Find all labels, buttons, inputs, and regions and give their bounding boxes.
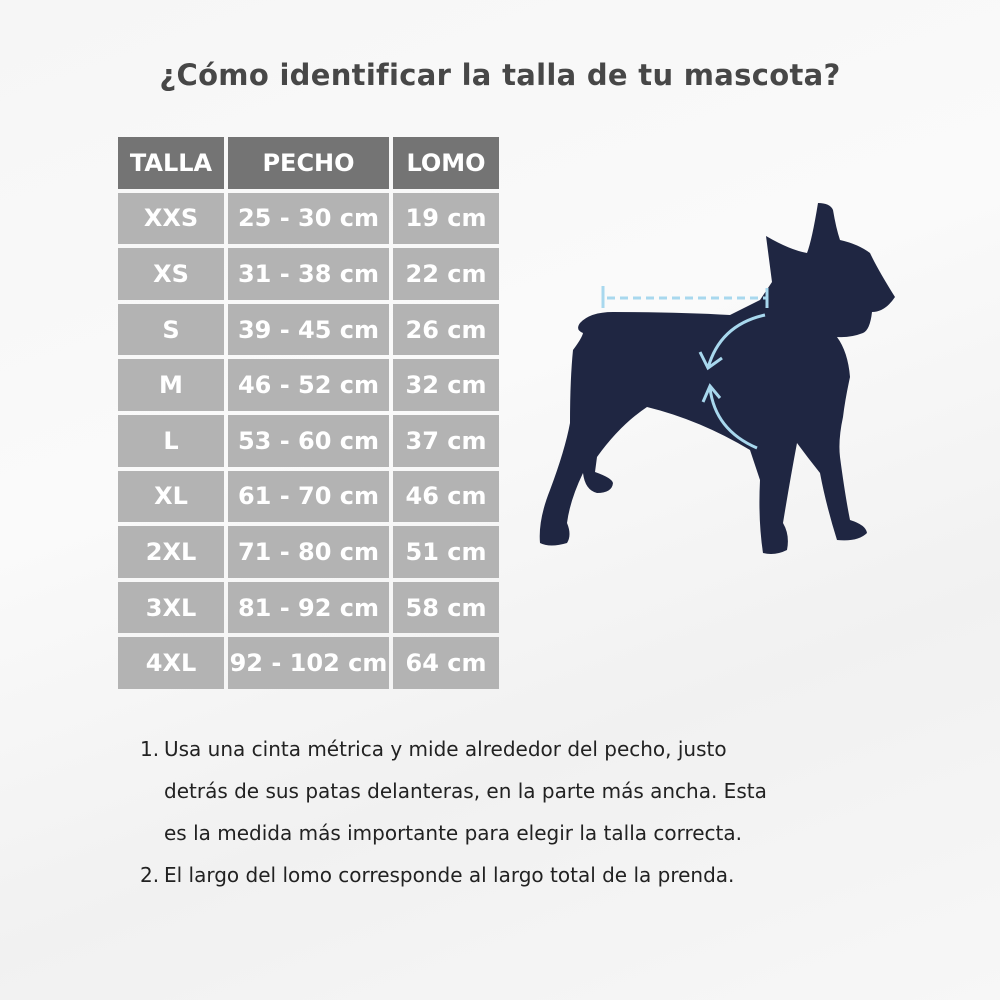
instruction-line: es la medida más importante para elegir … (164, 821, 743, 845)
cell-pecho: 53 - 60 cm (228, 414, 389, 467)
cell-talla: XS (118, 248, 224, 300)
dog-silhouette (539, 203, 895, 554)
header-pecho: PECHO (228, 137, 389, 189)
chest-arrow-upper (698, 313, 766, 371)
cell-lomo: 19 cm (393, 192, 499, 245)
page-title: ¿Cómo identificar la talla de tu mascota… (159, 58, 841, 92)
cell-pecho: 39 - 45 cm (228, 303, 389, 356)
cell-talla: M (118, 359, 224, 411)
cell-pecho: 31 - 38 cm (228, 248, 389, 300)
cell-lomo: 37 cm (393, 414, 499, 467)
cell-pecho: 25 - 30 cm (228, 192, 389, 245)
cell-talla: 2XL (118, 526, 224, 578)
cell-lomo: 22 cm (393, 248, 499, 300)
instruction-line: detrás de sus patas delanteras, en la pa… (164, 779, 767, 803)
instruction-number: 2. (140, 863, 160, 887)
cell-pecho: 61 - 70 cm (228, 470, 389, 523)
cell-talla: 4XL (118, 637, 224, 689)
cell-talla: L (118, 414, 224, 467)
cell-pecho: 46 - 52 cm (228, 359, 389, 411)
instruction-line: El largo del lomo corresponde al largo t… (164, 863, 735, 887)
instruction-line: Usa una cinta métrica y mide alrededor d… (164, 737, 727, 761)
header-lomo: LOMO (393, 137, 499, 189)
instructions-list: 1. Usa una cinta métrica y mide alrededor… (140, 728, 900, 896)
measure-lines (601, 286, 769, 450)
header-talla: TALLA (118, 137, 224, 189)
cell-pecho: 81 - 92 cm (228, 581, 389, 634)
cell-lomo: 58 cm (393, 581, 499, 634)
instruction-item: 1. Usa una cinta métrica y mide alrededor… (140, 728, 900, 854)
instruction-item: 2. El largo del lomo corresponde al largo… (140, 854, 900, 896)
cell-lomo: 32 cm (393, 359, 499, 411)
cell-talla: XL (118, 470, 224, 523)
cell-pecho: 92 - 102 cm (228, 637, 389, 689)
cell-pecho: 71 - 80 cm (228, 526, 389, 578)
cell-lomo: 46 cm (393, 470, 499, 523)
size-table: TALLA PECHO LOMO XXS 25 - 30 cm 19 cm XS 31 … (118, 137, 499, 689)
cell-talla: S (118, 303, 224, 356)
cell-lomo: 26 cm (393, 303, 499, 356)
cell-lomo: 51 cm (393, 526, 499, 578)
chest-arrow-lower (701, 383, 758, 450)
instruction-number: 1. (140, 737, 160, 761)
cell-talla: XXS (118, 192, 224, 245)
cell-lomo: 64 cm (393, 637, 499, 689)
cell-talla: 3XL (118, 581, 224, 634)
